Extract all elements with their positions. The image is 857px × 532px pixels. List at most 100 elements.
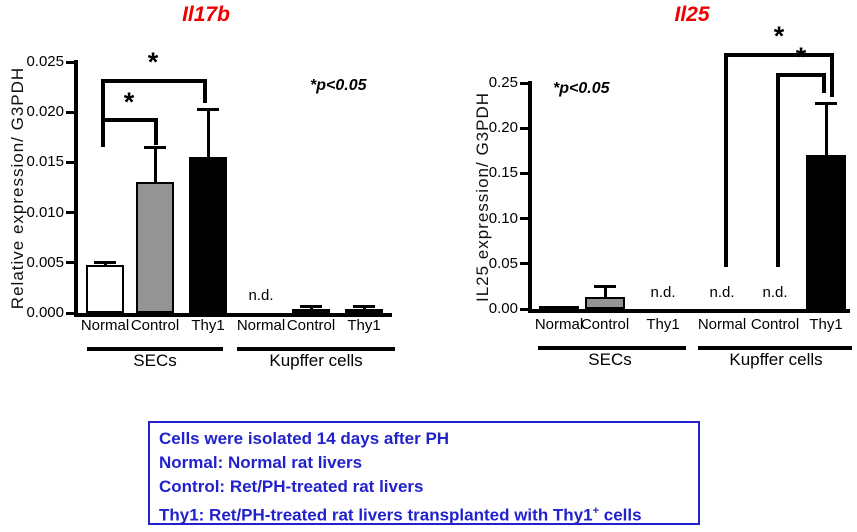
chart-title: Il17b (182, 3, 230, 26)
bar-secs-control (585, 297, 625, 309)
y-tick-mark (520, 126, 529, 130)
y-axis-line (74, 60, 78, 313)
y-tick-mark (66, 311, 75, 315)
bar-kupffer-cells-thy1 (345, 308, 383, 313)
y-tick-label: 0.025 (26, 53, 64, 70)
x-tick-label-thy1: Thy1 (809, 316, 843, 333)
y-tick-mark (66, 110, 75, 114)
note-line-4-suffix: cells (599, 505, 642, 525)
y-tick-mark (520, 307, 529, 311)
x-tick-label-control: Control (750, 316, 800, 333)
significance-bracket-0-top (101, 118, 158, 122)
y-tick-mark (66, 261, 75, 265)
group-label-secs: SECs (588, 350, 632, 369)
error-bar-stem (206, 109, 210, 158)
significance-bracket-1-right-leg (822, 73, 826, 93)
group-label-kupffer-cells: Kupffer cells (269, 351, 363, 370)
y-tick-mark (520, 171, 529, 175)
error-bar-cap (594, 285, 616, 289)
y-tick-label: 0.15 (488, 164, 518, 182)
note-line-4: Thy1: Ret/PH-treated rat livers transpla… (159, 499, 698, 528)
significance-bracket-0-right-leg (154, 118, 158, 145)
note-line-3: Control: Ret/PH-treated rat livers (159, 477, 424, 496)
y-tick-mark (66, 60, 75, 64)
error-bar-cap (144, 146, 166, 150)
significance-bracket-1-right-leg (203, 79, 207, 103)
note-line-2: Normal: Normal rat livers (159, 453, 363, 472)
bar-secs-normal (86, 264, 124, 313)
x-tick-label-normal: Normal (236, 317, 286, 334)
bar-kupffer-cells-control (292, 308, 330, 313)
nd-label-kupffer-cells-normal: n.d. (709, 284, 735, 301)
x-tick-label-normal: Normal (697, 316, 747, 333)
thy1-plus-superscript: + (592, 505, 600, 517)
bar-secs-thy1 (189, 157, 227, 313)
significance-bracket-0-right-leg (830, 53, 834, 97)
error-bar-cap (353, 304, 375, 308)
x-tick-label-thy1: Thy1 (347, 317, 381, 334)
note-line-4-text: Thy1: Ret/PH-treated rat livers transpla… (159, 505, 593, 525)
y-tick-mark (520, 81, 529, 85)
group-label-secs: SECs (133, 351, 177, 370)
y-tick-mark (520, 217, 529, 221)
x-axis-line (528, 309, 850, 313)
legend-note-box: Cells were isolated 14 days after PH Nor… (148, 421, 700, 525)
p-value-note: *p<0.05 (553, 80, 610, 97)
group-underline-kupffer-cells (698, 346, 852, 350)
bar-kupffer-cells-thy1 (806, 155, 846, 309)
chart-title: Il25 (674, 3, 710, 26)
nd-label-kupffer-cells-control: n.d. (762, 284, 788, 301)
x-tick-label-thy1: Thy1 (646, 316, 680, 333)
y-tick-label: 0.25 (488, 74, 518, 91)
note-line-1: Cells were isolated 14 days after PH (159, 429, 450, 448)
y-tick-label: 0.010 (26, 203, 64, 221)
y-tick-label: 0.20 (488, 119, 518, 137)
group-underline-secs (538, 346, 686, 350)
error-bar-cap (300, 304, 322, 308)
x-tick-label-control: Control (130, 317, 180, 334)
nd-label-secs-thy1: n.d. (650, 284, 676, 301)
error-bar-cap (197, 108, 219, 112)
x-tick-label-normal: Normal (534, 316, 584, 333)
y-tick-mark (66, 211, 75, 215)
significance-star-0: * (123, 87, 135, 117)
significance-bracket-1-top (101, 79, 207, 83)
significance-bracket-0-top (724, 53, 834, 57)
x-tick-label-normal: Normal (80, 317, 130, 334)
significance-star-1: * (795, 42, 807, 72)
il25-bar-chart: Il25 IL25 expression/ G3PDH *p<0.05 0.25 0.2… (473, 3, 852, 369)
nd-label-kupffer-cells-normal: n.d. (248, 287, 274, 304)
y-tick-label: 0.000 (26, 304, 64, 321)
y-tick-label: 0.05 (488, 254, 518, 272)
x-axis-line (74, 313, 392, 317)
y-tick-mark (520, 262, 529, 266)
error-bar-cap (94, 260, 116, 264)
y-tick-label: 0.005 (26, 253, 64, 271)
y-axis-line (528, 81, 532, 309)
y-tick-label: 0.10 (488, 209, 518, 227)
error-bar-stem (153, 147, 157, 183)
significance-star-1: * (147, 47, 159, 77)
group-underline-secs (87, 347, 223, 351)
group-label-kupffer-cells: Kupffer cells (729, 350, 823, 369)
error-bar-stem (824, 102, 828, 156)
y-tick-mark (66, 160, 75, 164)
significance-bracket-0-left-leg (724, 53, 728, 267)
x-tick-label-control: Control (580, 316, 630, 333)
error-bar-stem (603, 286, 607, 298)
significance-star-0: * (773, 21, 785, 51)
bar-secs-control (136, 182, 174, 313)
il17b-bar-chart: Il17b Relative expression/ G3PDH *p<0.05 0.… (0, 0, 430, 400)
significance-bracket-1-left-leg (101, 79, 105, 147)
group-underline-kupffer-cells (237, 347, 395, 351)
x-tick-label-thy1: Thy1 (191, 317, 225, 334)
bar-secs-normal (539, 306, 579, 309)
significance-bracket-1-left-leg (776, 73, 780, 267)
x-tick-label-control: Control (286, 317, 336, 334)
p-value-note: *p<0.05 (310, 77, 367, 94)
significance-bracket-1-top (776, 73, 826, 77)
y-tick-label: 0.00 (488, 300, 518, 317)
y-tick-label: 0.015 (26, 153, 64, 171)
error-bar-cap (815, 101, 837, 105)
